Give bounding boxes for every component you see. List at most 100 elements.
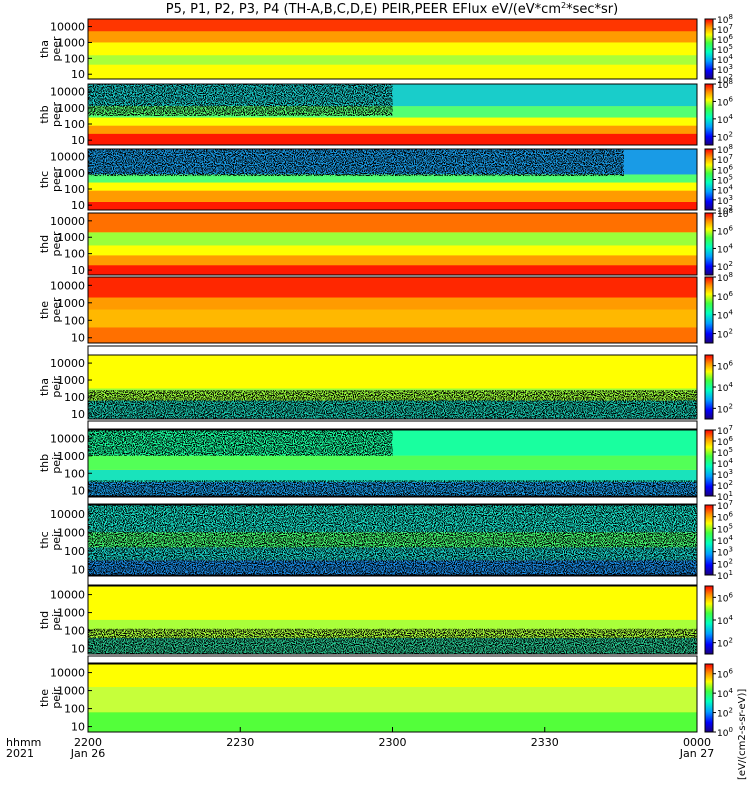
colorbar-tick-label: 107 xyxy=(717,153,733,166)
x-tick-label: 2200 xyxy=(74,736,102,749)
low-count-noise xyxy=(88,390,697,419)
y-tick-label: 1000 xyxy=(57,374,85,387)
colorbar-tick-label: 102 xyxy=(717,557,733,570)
flux-band xyxy=(88,469,697,483)
flux-band xyxy=(88,182,697,191)
low-count-noise xyxy=(88,480,697,496)
colorbar-tick-label: 105 xyxy=(717,446,733,459)
colorbar-tick-label: 108 xyxy=(717,207,733,220)
colorbar-tick-label: 107 xyxy=(717,23,733,36)
y-tick-label: 10 xyxy=(71,485,85,498)
colorbar-tick-label: 106 xyxy=(717,290,733,303)
y-tick-label: 1000 xyxy=(57,36,85,49)
flux-band xyxy=(88,31,697,43)
y-tick-label: 1000 xyxy=(57,450,85,463)
colorbar-tick-label: 108 xyxy=(717,271,733,284)
colorbar-tick-label: 102 xyxy=(717,402,733,415)
colorbar-tick-label: 102 xyxy=(717,479,733,492)
colorbar-tick-label: 100 xyxy=(717,726,733,739)
y-tick-label: 1000 xyxy=(57,685,85,698)
colorbar-tick-label: 104 xyxy=(717,309,733,322)
figure-title: P5, P1, P2, P3, P4 (TH-A,B,C,D,E) PEIR,P… xyxy=(166,1,618,17)
y-tick-label: 10 xyxy=(71,264,85,277)
spectrogram-panel: 10000 1000 100 10 thbpeir 1071061051041031021… xyxy=(38,424,733,503)
colorbar-tick-label: 104 xyxy=(717,614,733,627)
colorbar-tick-label: 101 xyxy=(717,569,733,582)
colorbar-tick-label: 106 xyxy=(717,668,733,681)
y-tick-label: 100 xyxy=(64,52,85,65)
flux-band xyxy=(88,19,697,32)
flux-band xyxy=(88,232,697,246)
colorbar-tick-label: 108 xyxy=(717,143,733,156)
colorbar-tick-label: 104 xyxy=(717,687,733,700)
colorbar-tick-label: 103 xyxy=(717,63,733,76)
colorbar-tick-label: 102 xyxy=(717,204,733,217)
y-tick-label: 10 xyxy=(71,134,85,147)
panel-label: thbpeir xyxy=(38,452,63,474)
colorbar xyxy=(704,504,714,576)
colorbar-tick-label: 106 xyxy=(717,591,733,604)
colorbar-tick-label: 105 xyxy=(717,174,733,187)
y-tick-label: 100 xyxy=(64,545,85,558)
colorbar-tick-label: 103 xyxy=(717,468,733,481)
x-tick-label: 2330 xyxy=(531,736,559,749)
flux-band xyxy=(88,664,697,687)
spectrogram-panel: 10000 1000 100 10 thdpeir 106 104 102 xyxy=(38,585,733,656)
x-tick-label: 2230 xyxy=(226,736,254,749)
y-tick-label: 100 xyxy=(64,118,85,131)
colorbar xyxy=(704,212,714,276)
colorbar-tick-label: 104 xyxy=(717,242,733,255)
flux-band xyxy=(88,64,697,79)
colorbar-tick-label: 106 xyxy=(717,435,733,448)
panel-label: thdpeer xyxy=(38,231,63,257)
colorbar-tick-label: 104 xyxy=(717,113,733,126)
colorbar-tick-label: 106 xyxy=(717,33,733,46)
spectrogram-panel: 10000 1000 100 10 thepeir 106 104 102 100 xyxy=(38,663,733,739)
colorbar-unit-label: [eV/(cm2-s-sr-eV)] xyxy=(737,689,748,780)
colorbar-tick-label: 105 xyxy=(717,43,733,56)
panel-separator xyxy=(87,345,698,356)
flux-band xyxy=(88,255,697,266)
colorbar xyxy=(704,148,714,211)
low-count-noise xyxy=(88,628,697,654)
colorbar-tick-label: 108 xyxy=(717,13,733,26)
x-tick-label: 2300 xyxy=(379,736,407,749)
y-tick-label: 10 xyxy=(71,332,85,345)
flux-band xyxy=(88,586,697,620)
colorbar-tick-label: 102 xyxy=(717,707,733,720)
colorbar-tick-label: 106 xyxy=(717,225,733,238)
y-tick-label: 100 xyxy=(64,183,85,196)
colorbar-tick-label: 108 xyxy=(717,78,733,91)
y-tick-label: 100 xyxy=(64,625,85,638)
flux-band xyxy=(88,213,697,233)
colorbar-tick-label: 102 xyxy=(717,73,733,86)
flux-band xyxy=(88,455,697,470)
y-tick-label: 10 xyxy=(71,408,85,421)
panel-separator xyxy=(87,655,698,664)
y-tick-label: 10000 xyxy=(50,508,85,521)
flux-band xyxy=(88,133,697,145)
y-tick-label: 100 xyxy=(64,703,85,716)
y-tick-label: 10000 xyxy=(50,215,85,228)
flux-band xyxy=(88,277,697,298)
panel-label: thepeir xyxy=(38,687,63,709)
x-tick-label: 0000 xyxy=(683,736,711,749)
y-tick-label: 100 xyxy=(64,314,85,327)
colorbar-tick-label: 103 xyxy=(717,194,733,207)
panel-label: thapeir xyxy=(38,376,63,398)
flux-band xyxy=(88,309,697,328)
colorbar-tick-label: 106 xyxy=(717,95,733,108)
flux-band xyxy=(88,55,697,65)
colorbar-tick-label: 101 xyxy=(717,490,733,503)
y-tick-label: 10000 xyxy=(50,667,85,680)
y-tick-label: 10000 xyxy=(50,86,85,99)
y-tick-label: 10 xyxy=(71,199,85,212)
colorbar-tick-label: 106 xyxy=(717,511,733,524)
y-tick-label: 10 xyxy=(71,563,85,576)
panel-label: thcpeer xyxy=(38,167,63,193)
flux-band xyxy=(88,42,697,56)
y-tick-label: 1000 xyxy=(57,297,85,310)
y-tick-label: 100 xyxy=(64,248,85,261)
low-count-noise xyxy=(88,84,393,116)
y-tick-label: 100 xyxy=(64,391,85,404)
